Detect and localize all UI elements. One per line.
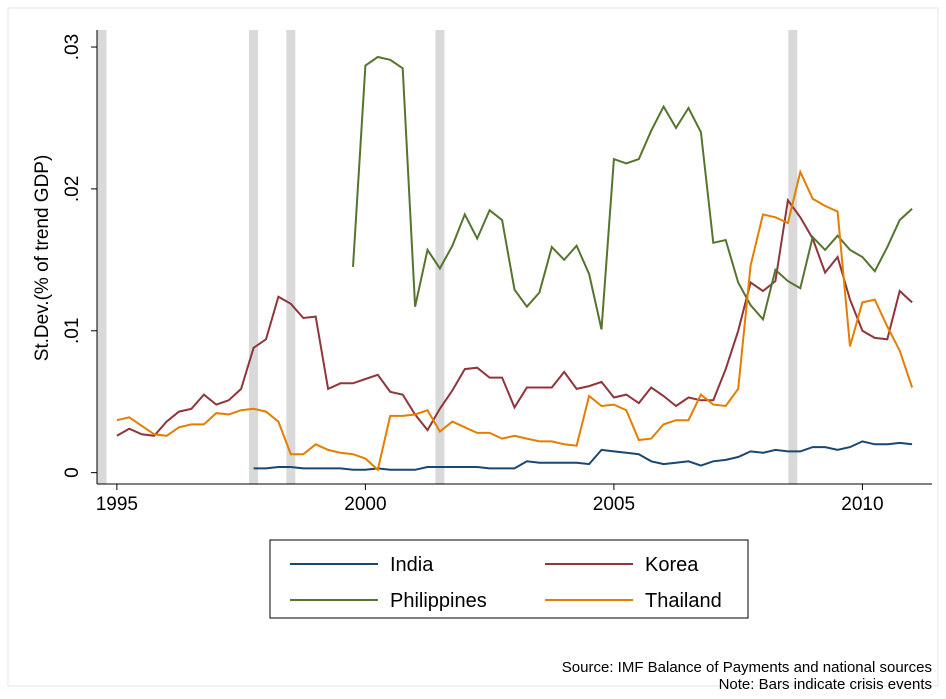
y-tick-label: .01 — [62, 318, 83, 344]
y-axis-title: St.Dev.(% of trend GDP) — [32, 155, 53, 362]
legend-label: India — [390, 554, 434, 576]
legend-label: Thailand — [645, 590, 722, 612]
x-tick-label: 2010 — [841, 494, 883, 515]
y-tick-label: 0 — [62, 467, 83, 478]
crisis-bar — [249, 30, 259, 484]
legend-label: Korea — [645, 554, 699, 576]
y-tick-label: .02 — [62, 176, 83, 202]
crisis-note: Note: Bars indicate crisis events — [719, 676, 932, 693]
x-tick-label: 2005 — [593, 494, 635, 515]
x-tick-label: 2000 — [344, 494, 386, 515]
line-series — [116, 197, 913, 437]
legend-label: Philippines — [390, 590, 487, 612]
x-tick-label: 1995 — [96, 494, 138, 515]
source-note: Source: IMF Balance of Payments and nati… — [562, 659, 932, 676]
crisis-bar — [435, 30, 445, 484]
y-tick-label: .03 — [62, 34, 83, 60]
line-series — [253, 440, 913, 471]
crisis-bar — [97, 30, 107, 484]
crisis-bar — [286, 30, 296, 484]
crisis-bar — [788, 30, 798, 484]
line-series — [116, 168, 914, 472]
line-series — [352, 55, 913, 330]
legend-box — [269, 539, 749, 619]
